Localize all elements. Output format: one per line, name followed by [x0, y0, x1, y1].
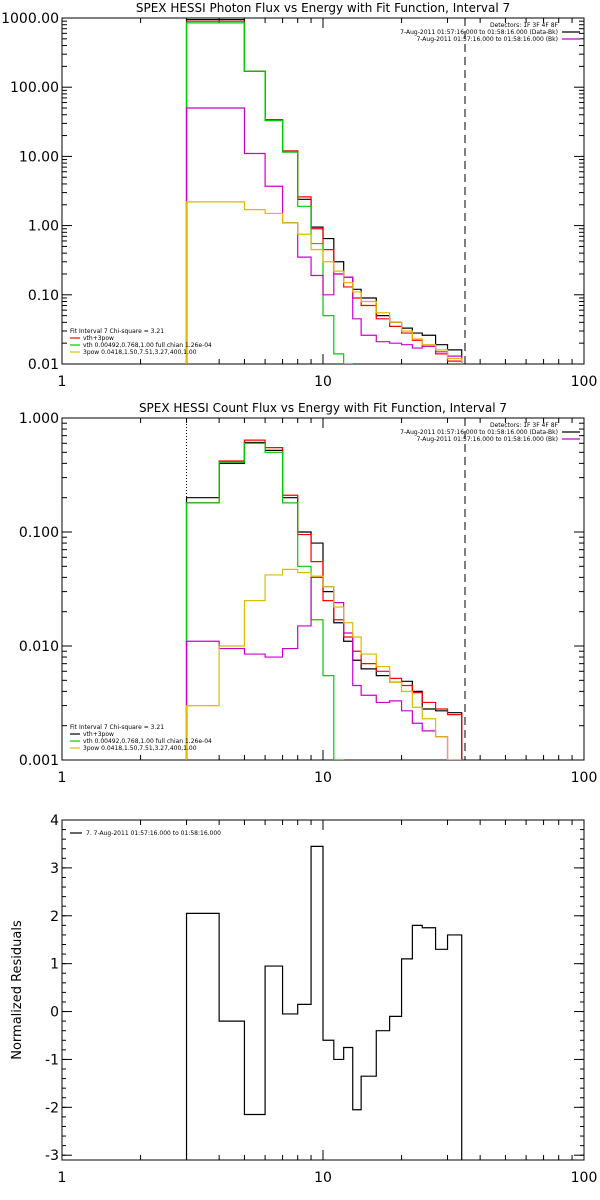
y-tick-label: -3 [45, 1148, 59, 1164]
legend-top-text: 7-Aug-2011 01:57:16.000 to 01:58:16.000 … [400, 429, 558, 436]
y-tick-label: 4 [50, 813, 59, 829]
series-line-3 [185, 442, 344, 760]
x-tick-label: 100 [571, 770, 598, 786]
series-line-1 [185, 441, 463, 760]
y-tick-label: 0.001 [19, 753, 59, 769]
x-tick-label: 1 [58, 1170, 67, 1186]
y-tick-label: -2 [45, 1100, 59, 1116]
y-tick-label: -1 [45, 1052, 59, 1068]
x-tick-label: 1 [58, 374, 67, 390]
series-line-3 [185, 22, 353, 364]
y-tick-label: 0.10 [28, 288, 59, 304]
y-tick-label: 0.100 [19, 525, 59, 541]
y-tick-label: 0.010 [19, 639, 59, 655]
legend-bottom-header: Fit Interval 7 Chi-square = 3.21 [70, 328, 164, 335]
x-tick-label: 100 [571, 1170, 598, 1186]
x-tick-label: 10 [314, 374, 332, 390]
y-tick-label: 0.01 [28, 357, 59, 373]
chart-title: SPEX HESSI Count Flux vs Energy with Fit… [139, 401, 507, 415]
chart-title: SPEX HESSI Photon Flux vs Energy with Fi… [136, 1, 510, 15]
legend-bottom-text: 3pow 0.0418,1.50,7.51,3.27,400,1.00 [83, 349, 197, 356]
series-line-1 [185, 845, 463, 1160]
legend-bottom-header: Fit Interval 7 Chi-square = 3.21 [70, 724, 164, 731]
y-tick-label: 10.00 [19, 149, 59, 165]
legend-bottom-text: vth 0.00492,0.768,1.00 full chian 1.26e-… [83, 342, 212, 349]
legend-top-text: 7-Aug-2011 01:57:16.000 to 01:58:16.000 … [400, 29, 558, 36]
x-tick-label: 100 [571, 374, 598, 390]
series-line-2 [185, 20, 463, 364]
y-tick-label: 1 [50, 957, 59, 973]
series-line-4 [185, 107, 463, 364]
series-line-2 [185, 439, 463, 760]
y-tick-label: 1.000 [19, 411, 59, 427]
x-tick-label: 10 [314, 770, 332, 786]
y-tick-label: 1000.00 [1, 11, 59, 27]
legend-bottom-text: 3pow 0.0418,1.50,7.51,3.27,400,1.00 [83, 745, 197, 752]
legend-top-text: Detectors: 1F 3F 4F 8F [490, 422, 559, 429]
y-tick-label: 2 [50, 909, 59, 925]
legend-bottom-text: vth+3pow [83, 335, 114, 342]
x-tick-label: 10 [314, 1170, 332, 1186]
legend-text: 7. 7-Aug-2011 01:57:16.000 to 01:58:16.0… [86, 830, 221, 837]
series-line-5 [185, 201, 463, 364]
y-tick-label: 0 [50, 1005, 59, 1021]
y-tick-label: 100.00 [10, 80, 59, 96]
legend-top-text: 7-Aug-2011 01:57:16.000 to 01:58:16.000 … [416, 36, 558, 43]
y-tick-label: 1.00 [28, 219, 59, 235]
series-line-5 [185, 568, 462, 760]
panel-1: SPEX HESSI Photon Flux vs Energy with Fi… [1, 1, 597, 390]
series-line-4 [185, 576, 462, 760]
legend-bottom-text: vth 0.00492,0.768,1.00 full chian 1.26e-… [83, 738, 212, 745]
x-tick-label: 1 [58, 770, 67, 786]
series-line-1 [185, 18, 463, 364]
panel-2: SPEX HESSI Count Flux vs Energy with Fit… [19, 401, 597, 786]
legend-bottom-text: vth+3pow [83, 731, 114, 738]
y-axis-label: Normalized Residuals [10, 920, 25, 1060]
y-tick-label: 3 [50, 861, 59, 877]
legend-top-text: 7-Aug-2011 01:57:16.000 to 01:58:16.000 … [416, 436, 558, 443]
legend-top-text: Detectors: 1F 3F 4F 8F [490, 22, 559, 29]
panel-3: 1 10 100 -3 -2 -1 0 1 2 3 4 Normalized Residuals 7. … [10, 813, 597, 1186]
